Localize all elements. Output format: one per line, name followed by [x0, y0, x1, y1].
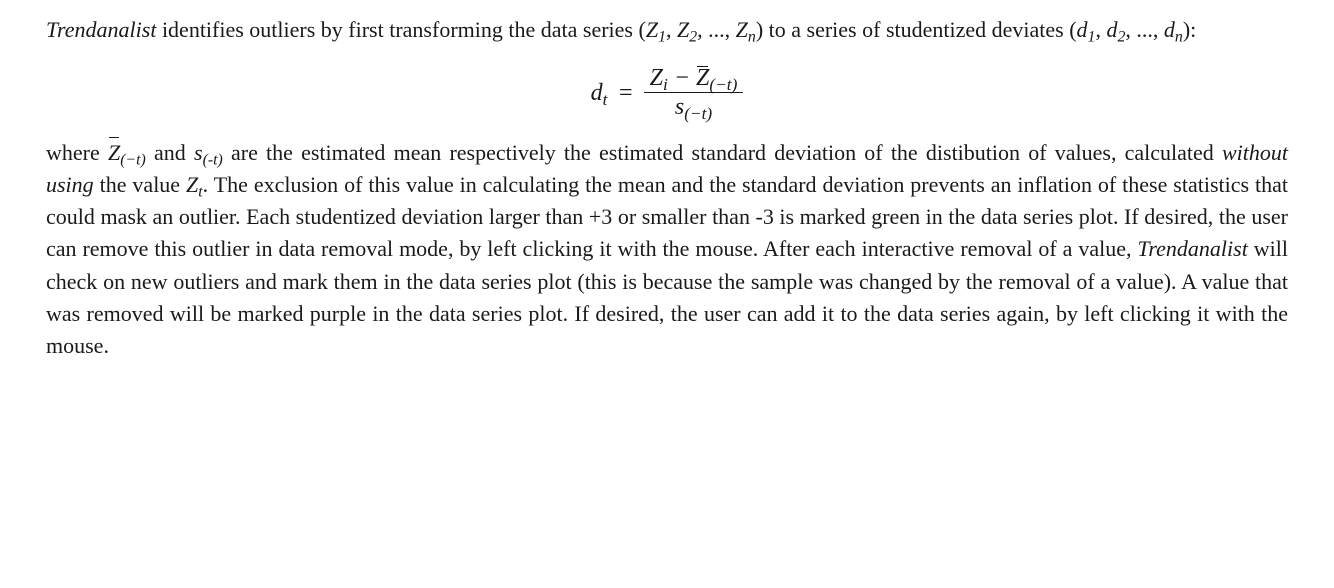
explanation-paragraph: where Z(−t) and s(-t) are the estimated …	[46, 137, 1288, 362]
equation-fraction: Zi − Z(−t) s(−t)	[644, 64, 744, 121]
equation-lhs: dt	[591, 81, 608, 105]
equals-sign: =	[617, 81, 633, 105]
studentized-deviate-equation: dt = Zi − Z(−t) s(−t)	[46, 64, 1288, 121]
fraction-denominator: s(−t)	[669, 93, 718, 121]
document-page: Trendanalist identifies outliers by firs…	[0, 0, 1334, 362]
fraction-numerator: Zi − Z(−t)	[644, 64, 744, 93]
intro-paragraph: Trendanalist identifies outliers by firs…	[46, 14, 1288, 46]
